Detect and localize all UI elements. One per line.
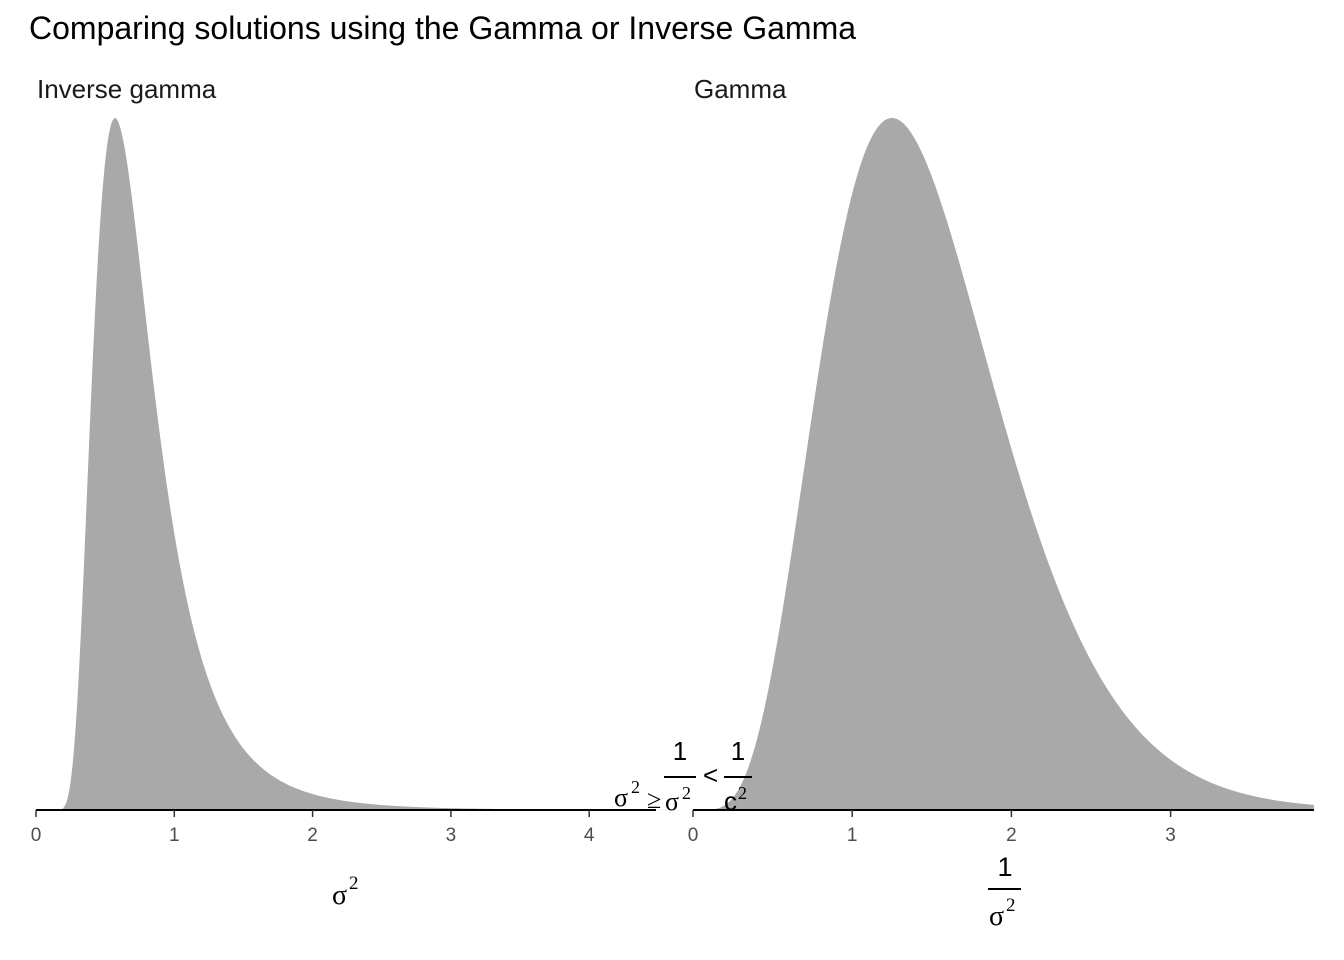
x-axis-title-right-numerator: 1: [997, 852, 1012, 882]
x-ticks-right: 0 1 2 3: [688, 810, 1176, 846]
x-axis-title-left-base: σ: [332, 880, 347, 911]
panel-gamma: Gamma 0 1 2 3 1 σ 2: [688, 74, 1314, 932]
inverse-gamma-density-area: [36, 118, 673, 810]
x-axis-title-left: σ 2: [332, 873, 359, 911]
chart-title: Comparing solutions using the Gamma or I…: [29, 10, 856, 46]
panel-inverse-gamma: Inverse gamma 0 1 2 3 4 σ 2: [31, 74, 673, 911]
constraint-annotation: σ 2 ≥ 1 σ 2 < 1 c 2: [614, 736, 752, 816]
x-axis-title-right-denominator-base: σ: [989, 901, 1004, 932]
annotation-ge: ≥: [647, 785, 661, 814]
x-axis-title-right: 1 σ 2: [988, 852, 1021, 932]
x-tick-label-left: 2: [307, 825, 318, 846]
x-tick-label-right: 0: [688, 825, 699, 846]
annotation-frac2-denominator-sup: 2: [738, 783, 747, 803]
x-tick-label-left: 4: [584, 825, 595, 846]
x-tick-label-left: 0: [31, 825, 42, 846]
annotation-frac1-denominator-sup: 2: [682, 783, 691, 803]
annotation-lt: <: [703, 760, 718, 790]
annotation-sigma-sup: 2: [631, 777, 640, 797]
x-ticks-left: 0 1 2 3 4: [31, 810, 595, 846]
annotation-frac2-denominator-base: c: [724, 786, 737, 816]
x-tick-label-right: 2: [1006, 825, 1017, 846]
annotation-sigma: σ: [614, 783, 628, 812]
panel-title-inverse-gamma: Inverse gamma: [37, 74, 217, 104]
x-tick-label-right: 3: [1165, 825, 1176, 846]
annotation-frac1-numerator: 1: [673, 736, 687, 766]
annotation-frac2-numerator: 1: [731, 736, 745, 766]
x-tick-label-right: 1: [847, 825, 858, 846]
x-axis-title-right-denominator-sup: 2: [1006, 895, 1016, 916]
panel-title-gamma: Gamma: [694, 74, 787, 104]
annotation-frac1-denominator-base: σ: [665, 787, 679, 816]
x-tick-label-left: 1: [169, 825, 180, 846]
x-axis-title-left-sup: 2: [349, 873, 359, 894]
x-tick-label-left: 3: [446, 825, 457, 846]
gamma-density-area: [693, 118, 1314, 810]
